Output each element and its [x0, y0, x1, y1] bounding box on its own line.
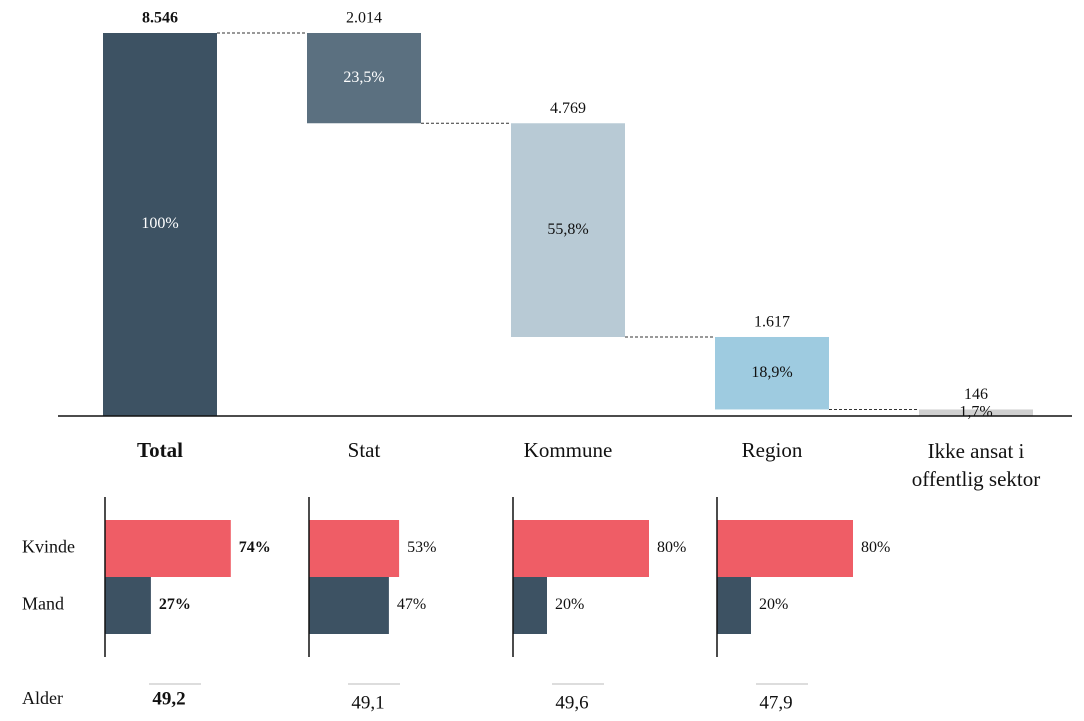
value-label: 1.617 — [754, 314, 790, 331]
category-label: Ikke ansat i offentlig sektor — [911, 439, 1041, 491]
bar — [105, 520, 231, 577]
bar — [715, 336, 829, 410]
category-label: Region — [742, 438, 803, 462]
bar — [717, 577, 751, 634]
bar — [919, 409, 1033, 416]
value-label: 47% — [397, 596, 426, 613]
row-label: Mand — [22, 594, 64, 614]
bar — [513, 577, 547, 634]
category-label: Stat — [348, 438, 381, 462]
bar — [717, 520, 853, 577]
age-value: 49,1 — [351, 692, 384, 713]
age-value: 49,2 — [152, 688, 185, 709]
bar — [309, 577, 389, 634]
value-label: 2.014 — [346, 10, 382, 27]
share-label: 55,8% — [547, 221, 588, 238]
bar — [103, 33, 217, 416]
value-label: 53% — [407, 539, 436, 556]
value-label: 8.546 — [142, 10, 178, 27]
value-label: 80% — [861, 539, 890, 556]
share-label: 23,5% — [343, 69, 384, 86]
category-label-box: Ikke ansat i offentlig sektor — [911, 439, 1041, 491]
bar — [513, 520, 649, 577]
row-label: Kvinde — [22, 537, 75, 557]
age-value: 49,6 — [555, 692, 588, 713]
share-label: 18,9% — [751, 364, 792, 381]
bar — [105, 577, 151, 634]
row-label: Alder — [22, 688, 63, 708]
category-label: Kommune — [524, 438, 613, 462]
share-label: 1,7% — [959, 403, 992, 420]
age-value: 47,9 — [759, 692, 792, 713]
value-label: 4.769 — [550, 100, 586, 117]
bar — [309, 520, 400, 577]
value-label: 20% — [555, 596, 584, 613]
value-label: 20% — [759, 596, 788, 613]
value-label: 80% — [657, 539, 686, 556]
value-label: 74% — [239, 539, 271, 556]
bar — [307, 33, 421, 124]
value-label: 27% — [159, 596, 191, 613]
bar — [511, 123, 625, 337]
value-label: 146 — [964, 386, 988, 403]
category-label: Total — [137, 438, 183, 462]
share-label: 100% — [141, 215, 178, 232]
